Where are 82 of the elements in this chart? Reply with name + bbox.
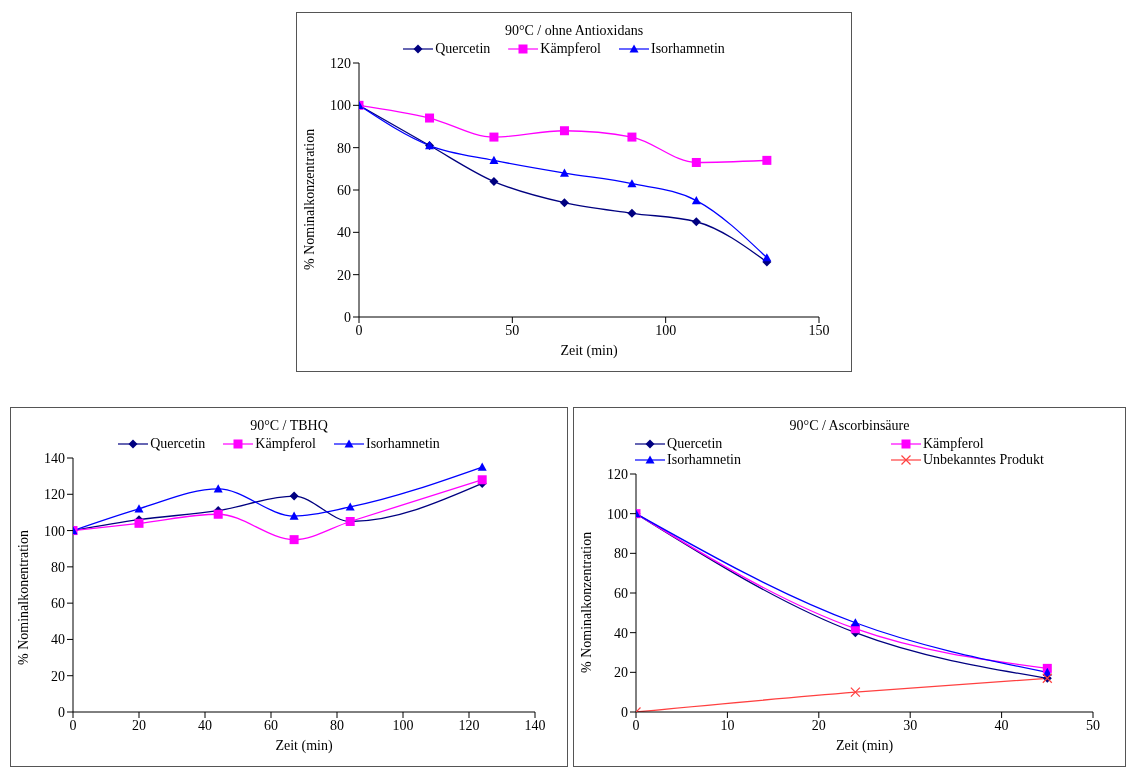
point bbox=[627, 132, 637, 142]
x-axis-title: Zeit (min) bbox=[835, 738, 894, 754]
x-axis-title: Zeit (min) bbox=[275, 738, 333, 754]
point bbox=[489, 155, 499, 164]
point bbox=[1042, 667, 1052, 676]
x-tick-label: 140 bbox=[524, 717, 546, 733]
y-tick-label: 0 bbox=[621, 704, 628, 720]
point bbox=[489, 132, 499, 142]
legend-label: Quercetin bbox=[150, 436, 206, 452]
point bbox=[289, 535, 299, 545]
x-tick-label: 0 bbox=[632, 717, 640, 733]
chart-title: 90°C / TBHQ bbox=[249, 418, 329, 434]
y-tick-label: 60 bbox=[51, 596, 65, 612]
x-tick-label: 0 bbox=[69, 717, 77, 733]
x-tick-label: 50 bbox=[505, 322, 520, 338]
legend-label: Kämpferol bbox=[922, 436, 984, 452]
x-tick-label: 20 bbox=[132, 717, 146, 733]
y-tick-label: 80 bbox=[614, 546, 628, 562]
y-tick-label: 60 bbox=[614, 585, 628, 601]
y-tick-label: 0 bbox=[344, 309, 351, 325]
legend-label: Isorhamnetin bbox=[667, 452, 741, 468]
point bbox=[850, 687, 861, 698]
point bbox=[559, 168, 569, 177]
y-tick-label: 120 bbox=[330, 55, 351, 71]
y-tick-label: 20 bbox=[614, 665, 628, 681]
point bbox=[489, 177, 499, 187]
point bbox=[477, 462, 487, 471]
x-tick-label: 120 bbox=[458, 717, 480, 733]
x-tick-label: 0 bbox=[355, 322, 363, 338]
y-tick-label: 20 bbox=[337, 267, 351, 283]
point bbox=[559, 198, 569, 208]
y-tick-label: 80 bbox=[337, 140, 351, 156]
point bbox=[691, 196, 701, 205]
legend-label: Quercetin bbox=[667, 436, 723, 452]
x-tick-label: 10 bbox=[720, 717, 735, 733]
x-tick-label: 40 bbox=[994, 717, 1009, 733]
point bbox=[762, 155, 772, 165]
chart-title: 90°C / Ascorbinsäure bbox=[788, 418, 911, 434]
y-tick-label: 120 bbox=[44, 487, 65, 503]
y-tick-label: 40 bbox=[614, 625, 628, 641]
legend-label: Quercetin bbox=[435, 41, 491, 57]
point bbox=[289, 491, 299, 501]
x-tick-label: 50 bbox=[1086, 717, 1100, 733]
point bbox=[559, 126, 569, 136]
y-tick-label: 100 bbox=[44, 523, 65, 539]
chart-title: 90°C / ohne Antioxidans bbox=[503, 23, 645, 39]
y-tick-label: 140 bbox=[44, 450, 65, 466]
legend-label: Kämpferol bbox=[540, 41, 601, 57]
point bbox=[850, 618, 860, 627]
legend-label: Kämpferol bbox=[255, 436, 316, 452]
y-tick-label: 40 bbox=[337, 225, 351, 241]
legend-label: Isorhamnetin bbox=[650, 41, 725, 57]
y-tick-label: 100 bbox=[607, 506, 628, 522]
x-tick-label: 40 bbox=[198, 717, 212, 733]
x-tick-label: 60 bbox=[264, 717, 278, 733]
point bbox=[345, 502, 355, 511]
point bbox=[762, 253, 772, 262]
x-tick-label: 100 bbox=[655, 322, 677, 338]
x-tick-label: 30 bbox=[903, 717, 918, 733]
legend-label: Isorhamnetin bbox=[365, 436, 440, 452]
y-tick-label: 80 bbox=[51, 559, 65, 575]
y-tick-label: 120 bbox=[607, 466, 628, 482]
y-tick-label: 40 bbox=[51, 632, 65, 648]
y-tick-label: 20 bbox=[51, 668, 65, 684]
y-tick-label: 100 bbox=[330, 98, 351, 114]
y-axis-title: % Nominalkonzentration bbox=[301, 128, 317, 270]
point bbox=[627, 179, 637, 188]
x-tick-label: 150 bbox=[808, 322, 830, 338]
point bbox=[691, 217, 701, 227]
y-axis-title: % Nominalkonzentration bbox=[578, 531, 594, 673]
point bbox=[425, 113, 435, 123]
x-axis-title: Zeit (min) bbox=[560, 343, 618, 359]
point bbox=[691, 157, 701, 167]
point bbox=[213, 484, 223, 493]
legend-label: Unbekanntes Produkt bbox=[922, 452, 1044, 468]
x-tick-label: 100 bbox=[392, 717, 414, 733]
point bbox=[627, 208, 637, 218]
point bbox=[289, 511, 299, 520]
y-axis-title: % Nominalkonentration bbox=[15, 530, 31, 665]
y-tick-label: 0 bbox=[58, 704, 65, 720]
x-tick-label: 20 bbox=[811, 717, 826, 733]
y-tick-label: 60 bbox=[337, 182, 351, 198]
